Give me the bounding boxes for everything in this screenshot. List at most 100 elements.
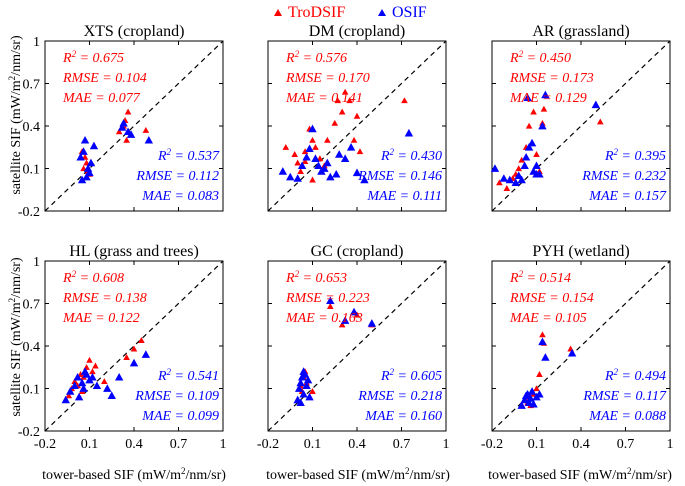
- marker-osif: [305, 144, 314, 153]
- marker-trodsif: [338, 321, 346, 328]
- stat-rmse-osif: RMSE = 0.218: [357, 389, 442, 404]
- marker-osif: [326, 172, 335, 181]
- stat-rmse-osif: RMSE = 0.117: [582, 389, 667, 404]
- marker-trodsif: [401, 97, 408, 104]
- panel-title: PYH (wetland): [532, 243, 629, 260]
- marker-osif: [367, 319, 377, 327]
- y-tick-label: 0.4: [23, 120, 41, 135]
- marker-trodsif: [346, 97, 353, 104]
- stat-mae-trodsif: MAE = 0.077: [62, 91, 141, 106]
- marker-osif: [320, 164, 329, 172]
- marker-osif: [117, 123, 127, 131]
- x-tick-label: 1: [443, 437, 450, 452]
- marker-osif: [70, 381, 79, 390]
- x-tick-label: 0.1: [81, 437, 99, 452]
- x-tick-label: -0.2: [481, 437, 503, 452]
- stat-mae-trodsif: MAE = 0.105: [509, 311, 587, 326]
- x-axis-label-center: tower-based SIF (mW/m2/nm/sr): [266, 466, 450, 483]
- stat-r2-osif: R2 = 0.537: [157, 147, 220, 164]
- marker-trodsif: [309, 388, 316, 394]
- marker-osif: [404, 128, 414, 137]
- marker-osif: [74, 392, 84, 401]
- x-tick-label: -0.2: [34, 437, 56, 452]
- stat-rmse-trodsif: RMSE = 0.223: [285, 291, 370, 306]
- marker-osif: [119, 118, 128, 127]
- x-tick-label: 1: [220, 437, 227, 452]
- x-axis-label-left: tower-based SIF (mW/m2/nm/sr): [42, 466, 226, 483]
- stat-r2-trodsif: R2 = 0.675: [62, 49, 124, 66]
- y-tick-label: 0.1: [23, 163, 41, 178]
- stat-mae-trodsif: MAE = 0.122: [62, 311, 140, 326]
- marker-trodsif: [533, 151, 540, 157]
- stat-mae-osif: MAE = 0.083: [141, 189, 219, 204]
- marker-trodsif: [123, 136, 130, 143]
- panels: -0.2 0.1 0.4 0.7 1 XTS (cropland) R2 = 0.675 RM…: [18, 23, 674, 452]
- marker-trodsif: [297, 168, 304, 174]
- marker-osif: [532, 161, 541, 170]
- legend: TroDSIF OSIF: [274, 4, 427, 21]
- x-tick-label: 0.1: [528, 437, 546, 452]
- legend-marker-osif: [378, 9, 386, 16]
- legend-label-osif: OSIF: [392, 4, 427, 21]
- marker-trodsif: [596, 118, 604, 125]
- marker-osif: [529, 399, 538, 408]
- marker-trodsif: [301, 148, 309, 155]
- stat-rmse-osif: RMSE = 0.109: [134, 389, 219, 404]
- marker-osif: [520, 161, 529, 170]
- marker-osif: [293, 174, 302, 182]
- legend-label-trodsif: TroDSIF: [288, 4, 345, 21]
- x-tick-label: -0.2: [257, 437, 279, 452]
- marker-osif: [299, 389, 308, 398]
- marker-trodsif: [86, 356, 93, 363]
- stat-r2-osif: R2 = 0.430: [380, 147, 442, 164]
- marker-trodsif: [92, 362, 99, 369]
- stat-rmse-trodsif: RMSE = 0.138: [62, 291, 147, 306]
- marker-trodsif: [291, 151, 298, 157]
- x-tick-label: 0.7: [617, 437, 635, 452]
- marker-osif: [517, 401, 526, 409]
- marker-osif: [326, 296, 335, 305]
- marker-trodsif: [294, 159, 301, 166]
- stat-r2-osif: R2 = 0.541: [157, 367, 219, 384]
- marker-osif: [299, 367, 308, 375]
- marker-osif: [73, 372, 82, 381]
- marker-osif: [538, 121, 547, 130]
- marker-osif: [541, 90, 550, 99]
- marker-osif: [88, 372, 97, 381]
- marker-trodsif: [536, 371, 543, 377]
- marker-osif: [92, 381, 102, 390]
- marker-osif: [511, 178, 520, 187]
- marker-osif: [499, 174, 509, 182]
- marker-osif: [66, 387, 75, 395]
- panel-4: -0.2-0.2 0.1 0.1 0.4 0.4 0.7 0.7 1 1 HL (grass an…: [18, 243, 227, 452]
- marker-osif: [302, 152, 311, 161]
- marker-osif: [541, 353, 550, 361]
- marker-osif: [514, 171, 523, 179]
- stat-mae-osif: MAE = 0.160: [364, 409, 442, 424]
- marker-osif: [517, 175, 526, 184]
- stat-mae-trodsif: MAE = 0.129: [509, 91, 587, 106]
- marker-osif: [308, 124, 317, 133]
- marker-trodsif: [353, 112, 361, 119]
- marker-osif: [77, 175, 87, 184]
- y-tick-label: -0.2: [18, 425, 40, 440]
- marker-osif: [129, 358, 139, 367]
- stat-rmse-trodsif: RMSE = 0.154: [509, 291, 594, 306]
- marker-trodsif: [334, 97, 342, 104]
- panel-3: AR (grassland) R2 = 0.450 RMSE = 0.173 MAE …: [490, 23, 671, 212]
- marker-osif: [126, 130, 136, 138]
- marker-trodsif: [503, 185, 511, 191]
- stat-rmse-osif: RMSE = 0.112: [135, 169, 219, 184]
- marker-osif: [523, 389, 532, 398]
- x-tick-label: 0.1: [304, 437, 322, 452]
- legend-marker-trodsif: [274, 9, 282, 16]
- marker-osif: [296, 398, 305, 407]
- panel-title: GC (cropland): [311, 243, 404, 260]
- marker-trodsif: [518, 156, 525, 163]
- x-tick-label: 0.7: [170, 437, 188, 452]
- stat-r2-osif: R2 = 0.605: [380, 367, 442, 384]
- marker-osif: [332, 169, 341, 178]
- x-axis-label-right: tower-based SIF (mW/m2/nm/sr): [488, 466, 672, 483]
- marker-trodsif: [324, 136, 331, 143]
- marker-osif: [352, 168, 362, 177]
